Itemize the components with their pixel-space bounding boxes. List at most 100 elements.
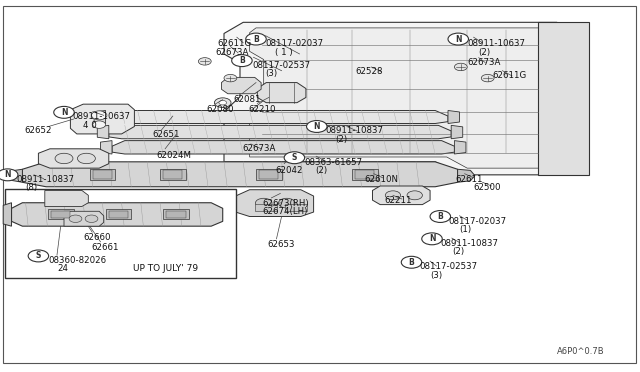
Polygon shape — [221, 77, 261, 94]
Polygon shape — [22, 162, 458, 187]
Text: N: N — [314, 122, 320, 131]
Polygon shape — [538, 22, 589, 175]
Text: 08911-10637: 08911-10637 — [72, 112, 131, 121]
Polygon shape — [454, 141, 466, 154]
Text: N: N — [429, 234, 435, 243]
Text: N: N — [455, 35, 461, 44]
Polygon shape — [372, 186, 430, 205]
Circle shape — [54, 106, 74, 118]
Circle shape — [422, 233, 442, 245]
Text: S: S — [292, 153, 297, 162]
Circle shape — [278, 198, 295, 208]
Text: 62651: 62651 — [152, 130, 180, 139]
Polygon shape — [250, 28, 570, 168]
Text: (2): (2) — [479, 48, 491, 57]
Polygon shape — [109, 125, 451, 139]
Text: (2): (2) — [452, 247, 464, 256]
Bar — [355, 170, 374, 179]
Circle shape — [28, 250, 49, 262]
Text: 62610N: 62610N — [365, 175, 399, 184]
Circle shape — [246, 33, 266, 45]
Text: B: B — [409, 258, 414, 267]
Polygon shape — [448, 110, 460, 124]
Text: 62673(RH): 62673(RH) — [262, 199, 309, 208]
Text: 62528: 62528 — [355, 67, 383, 76]
Polygon shape — [257, 83, 306, 103]
Polygon shape — [106, 110, 448, 124]
Polygon shape — [94, 110, 106, 124]
Polygon shape — [5, 169, 22, 182]
Polygon shape — [45, 190, 88, 206]
Bar — [106, 209, 131, 219]
Text: 24: 24 — [58, 264, 68, 273]
Text: 4 0: 4 0 — [83, 121, 97, 129]
Circle shape — [307, 121, 327, 132]
Text: 62674(LH): 62674(LH) — [262, 207, 308, 216]
Bar — [255, 204, 277, 211]
Polygon shape — [3, 203, 12, 226]
Circle shape — [69, 215, 82, 222]
Circle shape — [85, 215, 98, 222]
Text: 08117-02037: 08117-02037 — [266, 39, 324, 48]
Text: 62211: 62211 — [384, 196, 412, 205]
Polygon shape — [64, 211, 104, 226]
Bar — [285, 204, 307, 211]
Circle shape — [92, 111, 107, 120]
Text: 08117-02537: 08117-02537 — [419, 262, 477, 271]
Text: S: S — [36, 251, 41, 260]
Polygon shape — [97, 125, 109, 139]
Circle shape — [214, 98, 231, 108]
Text: (8): (8) — [26, 183, 38, 192]
Bar — [352, 169, 378, 180]
Bar — [51, 211, 70, 218]
Circle shape — [401, 256, 422, 268]
Text: 08363-61657: 08363-61657 — [304, 158, 362, 167]
Text: ( 1 ): ( 1 ) — [275, 48, 293, 57]
Bar — [163, 170, 182, 179]
Text: 62500: 62500 — [474, 183, 501, 192]
Circle shape — [93, 121, 106, 128]
Bar — [109, 211, 128, 218]
Bar — [48, 209, 74, 219]
Text: N: N — [4, 170, 11, 179]
Circle shape — [481, 74, 494, 82]
Bar — [163, 209, 189, 219]
Text: 62024M: 62024M — [156, 151, 191, 160]
Text: 08911-10837: 08911-10837 — [325, 126, 383, 135]
Text: A6P0^0.7B: A6P0^0.7B — [557, 347, 604, 356]
Circle shape — [77, 153, 95, 164]
Text: 62611G: 62611G — [493, 71, 527, 80]
Bar — [256, 169, 282, 180]
Polygon shape — [100, 141, 112, 154]
Text: 62611G: 62611G — [218, 39, 252, 48]
Circle shape — [0, 169, 18, 181]
Circle shape — [284, 152, 305, 164]
Text: 62611: 62611 — [456, 175, 483, 184]
Polygon shape — [12, 203, 223, 226]
Text: 62673A: 62673A — [467, 58, 500, 67]
Text: 62210: 62210 — [248, 105, 276, 114]
Text: 62080: 62080 — [206, 105, 234, 114]
Text: 08360-82026: 08360-82026 — [48, 256, 106, 265]
Polygon shape — [458, 169, 475, 182]
Text: (2): (2) — [335, 135, 348, 144]
Bar — [90, 169, 115, 180]
Text: 62042: 62042 — [275, 166, 303, 174]
Text: 08911-10637: 08911-10637 — [467, 39, 525, 48]
Text: 08117-02537: 08117-02537 — [253, 61, 311, 70]
Bar — [93, 170, 112, 179]
Polygon shape — [451, 125, 463, 139]
Text: 62661: 62661 — [92, 243, 119, 251]
Text: 08911-10837: 08911-10837 — [16, 175, 74, 184]
Text: N: N — [61, 108, 67, 117]
Circle shape — [454, 63, 467, 71]
Circle shape — [55, 153, 73, 164]
Polygon shape — [224, 22, 589, 175]
Text: (3): (3) — [430, 271, 442, 280]
Circle shape — [385, 191, 401, 200]
Text: 62652: 62652 — [24, 126, 52, 135]
Text: 62673A: 62673A — [215, 48, 248, 57]
Bar — [259, 170, 278, 179]
Text: (3): (3) — [266, 69, 278, 78]
Text: B: B — [239, 56, 244, 65]
